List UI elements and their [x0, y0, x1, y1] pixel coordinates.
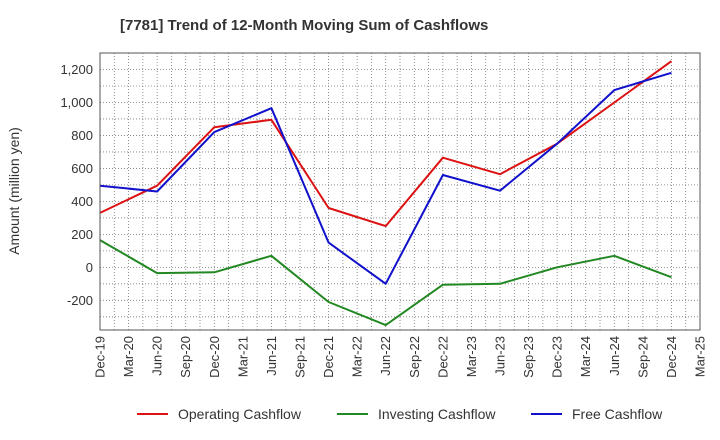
series-line-operating-cashflow: [99, 60, 672, 228]
x-tick-label: Sep-20: [178, 336, 193, 378]
x-tick-label: Dec-19: [93, 336, 108, 378]
y-tick-label: 600: [71, 161, 93, 176]
x-tick-label: Sep-22: [407, 336, 422, 378]
x-tick-label: Dec-24: [664, 336, 679, 378]
x-tick-label: Mar-22: [350, 336, 365, 377]
y-tick-label: 800: [71, 128, 93, 143]
y-tick-label: 400: [71, 194, 93, 209]
x-tick-label: Mar-20: [121, 336, 136, 377]
y-axis-ticks: -200 0 200 400 600 800 1,000 1,200: [60, 62, 93, 308]
y-axis-label: Amount (million yen): [6, 127, 22, 255]
y-tick-label: 1,200: [60, 62, 93, 77]
x-tick-label: Dec-20: [207, 336, 222, 378]
series-lines: [99, 60, 672, 327]
legend: Operating Cashflow Investing Cashflow Free…: [137, 406, 663, 422]
x-tick-label: Jun-21: [264, 336, 279, 376]
x-tick-label: Jun-24: [607, 336, 622, 376]
legend-label: Investing Cashflow: [378, 406, 496, 422]
x-tick-label: Jun-22: [378, 336, 393, 376]
x-tick-label: Dec-23: [550, 336, 565, 378]
x-tick-label: Sep-23: [521, 336, 536, 378]
series-line-free-cashflow: [99, 71, 672, 285]
y-tick-label: 1,000: [60, 95, 93, 110]
legend-label: Operating Cashflow: [178, 406, 302, 422]
plot-frame: [99, 52, 701, 331]
x-tick-label: Dec-22: [435, 336, 450, 378]
x-tick-label: Sep-21: [293, 336, 308, 378]
x-tick-label: Sep-24: [635, 336, 650, 378]
x-tick-label: Mar-21: [235, 336, 250, 377]
x-axis-ticks: Dec-19 Mar-20 Jun-20 Sep-20 Dec-20 Mar-21 Jun-…: [93, 336, 708, 378]
x-tick-label: Mar-25: [693, 336, 708, 377]
x-tick-label: Jun-20: [150, 336, 165, 376]
x-tick-label: Jun-23: [493, 336, 508, 376]
y-tick-label: 0: [86, 260, 93, 275]
series-line-investing-cashflow: [99, 239, 672, 327]
y-tick-label: 200: [71, 227, 93, 242]
x-tick-label: Mar-24: [578, 336, 593, 377]
chart-title: [7781] Trend of 12-Month Moving Sum of C…: [120, 17, 488, 34]
x-tick-label: Mar-23: [464, 336, 479, 377]
legend-label: Free Cashflow: [572, 406, 663, 422]
x-tick-label: Dec-21: [321, 336, 336, 378]
y-tick-label: -200: [67, 293, 93, 308]
